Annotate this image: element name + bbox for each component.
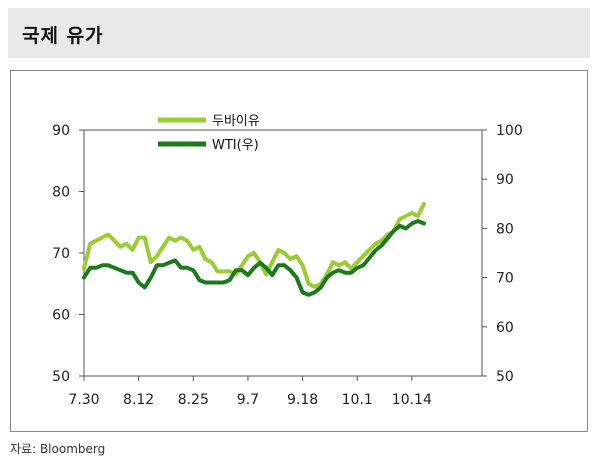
legend-label-1: WTI(우): [212, 138, 259, 153]
x-tick-label: 9.7: [237, 392, 259, 408]
y-right-tick-label: 100: [496, 123, 523, 139]
page-title: 국제 유가: [22, 25, 104, 47]
y-right-tick-label: 80: [496, 221, 514, 237]
y-right-tick-label: 50: [496, 369, 514, 385]
x-tick-label: 8.25: [178, 392, 209, 408]
x-tick-label: 8.12: [123, 392, 154, 408]
y-left-tick-label: 60: [52, 308, 70, 324]
x-tick-label: 7.30: [68, 392, 99, 408]
y-right-tick-label: 70: [496, 271, 514, 287]
header-bar: 국제 유가: [8, 8, 590, 58]
y-right-tick-label: 60: [496, 320, 514, 336]
x-tick-label: 10.14: [392, 392, 432, 408]
series-line-0: [82, 201, 426, 289]
y-left-tick-label: 90: [52, 123, 70, 139]
y-right-tick-label: 90: [496, 172, 514, 188]
x-tick-label: 9.18: [287, 392, 318, 408]
y-left-tick-label: 80: [52, 185, 70, 201]
series-line-1: [82, 219, 426, 297]
source-note: 자료: Bloomberg: [10, 442, 106, 456]
y-left-tick-label: 70: [52, 246, 70, 262]
legend-label-0: 두바이유: [212, 114, 260, 129]
y-left-tick-label: 50: [52, 369, 70, 385]
x-tick-label: 10.1: [342, 392, 373, 408]
